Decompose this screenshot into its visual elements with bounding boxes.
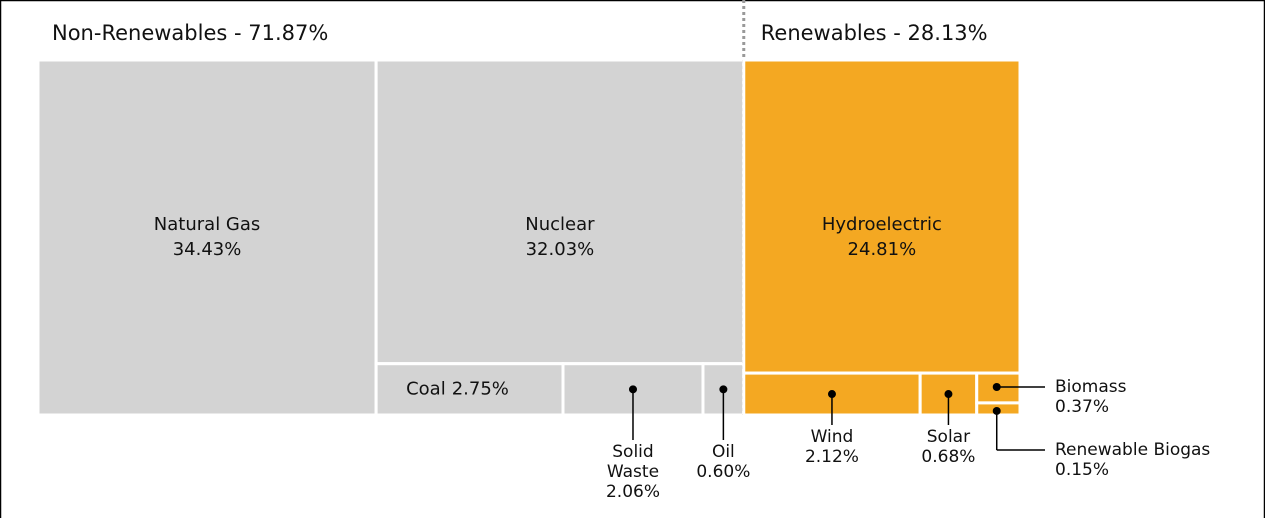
callout-name: Solar <box>926 427 971 447</box>
tile-value: 2.75% <box>452 378 509 399</box>
tile-value: 24.81% <box>848 239 917 260</box>
callout-name: Renewable Biogas <box>1055 440 1211 460</box>
tile-label: Nuclear <box>525 214 595 235</box>
tile-value: 32.03% <box>526 239 595 260</box>
callout: Renewable Biogas 0.15% <box>1055 440 1210 480</box>
callout-value: 2.12% <box>804 447 859 467</box>
tile-value: 34.43% <box>173 239 242 260</box>
tile <box>36 58 378 417</box>
callout-name: Biomass <box>1055 377 1127 397</box>
callout-value: 0.15% <box>1055 460 1110 480</box>
tile-name: Coal <box>406 378 446 399</box>
callout-value: 0.37% <box>1055 397 1110 417</box>
group-title: Non-Renewables - 71.87% <box>52 21 328 45</box>
callout: Wind 2.12% <box>787 427 877 467</box>
callout-name: Oil <box>711 442 735 462</box>
tile <box>374 58 746 366</box>
callout-value: 0.60% <box>696 462 751 482</box>
callout: Solar 0.68% <box>903 427 993 467</box>
callout: Oil 0.60% <box>688 442 758 482</box>
callout: Solid Waste 2.06% <box>598 442 668 502</box>
callout: Biomass 0.37% <box>1055 377 1126 417</box>
group-title: Renewables - 28.13% <box>761 21 988 45</box>
tile-label: Natural Gas <box>154 214 260 235</box>
tile <box>742 58 1022 375</box>
callout-name: Wind <box>810 427 854 447</box>
callout-value: 0.68% <box>921 447 976 467</box>
callout-value: 2.06% <box>605 482 660 502</box>
tile-label: Coal 2.75% <box>406 378 509 399</box>
callout-name: Solid Waste <box>606 442 660 482</box>
tile-label: Hydroelectric <box>822 214 942 235</box>
